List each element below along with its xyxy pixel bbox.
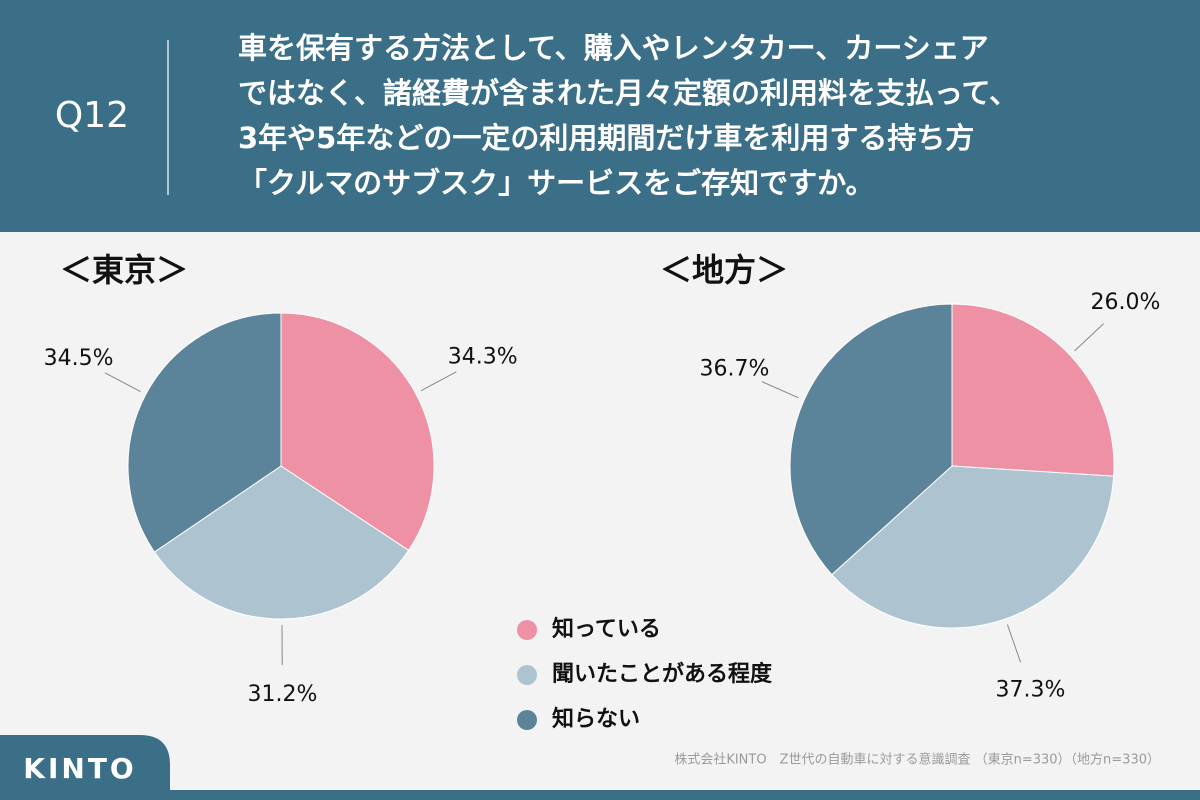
data-label: 31.2% — [247, 682, 317, 707]
logo: KINTO — [23, 752, 136, 785]
leader-line — [761, 381, 799, 399]
data-label: 26.0% — [1091, 290, 1161, 315]
data-label: 36.7% — [700, 356, 770, 381]
source-note: 株式会社KINTO Z世代の自動車に対する意識調査 （東京n=330）（地方n=… — [674, 752, 1160, 768]
leader-line — [420, 371, 457, 392]
question-number: Q12 — [55, 95, 129, 136]
legend-label: 知らない — [552, 706, 640, 732]
logo-tab — [0, 735, 170, 800]
question-line: ではなく、諸経費が含まれた月々定額の利用料を支払って、 — [238, 76, 1018, 110]
legend-label: 知っている — [552, 616, 661, 642]
question-line: 3年や5年などの一定の利用期間だけ車を利用する持ち方 — [238, 121, 974, 155]
leader-line — [1006, 624, 1022, 663]
header-band — [0, 0, 1200, 232]
bottom-strip — [0, 790, 1200, 800]
data-label: 34.3% — [448, 345, 518, 370]
pie-slice — [951, 303, 1115, 477]
chart-title: ＜地方＞ — [660, 251, 788, 289]
pie-slice — [153, 465, 410, 620]
chart-title: ＜東京＞ — [60, 251, 188, 289]
pie-slice — [789, 303, 953, 576]
leader-line — [1074, 323, 1104, 352]
legend-swatch — [517, 665, 537, 685]
pie-slice — [127, 312, 282, 553]
pie-slice — [831, 465, 1115, 629]
leader-line — [104, 372, 141, 393]
data-label: 37.3% — [996, 678, 1066, 703]
legend-swatch — [517, 710, 537, 730]
question-line: 車を保有する方法として、購入やレンタカー、カーシェア — [238, 31, 989, 65]
data-label: 34.5% — [44, 346, 114, 371]
question-line: 「クルマのサブスク」サービスをご存知ですか。 — [238, 166, 875, 200]
legend-swatch — [517, 620, 537, 640]
legend-label: 聞いたことがある程度 — [552, 661, 773, 687]
